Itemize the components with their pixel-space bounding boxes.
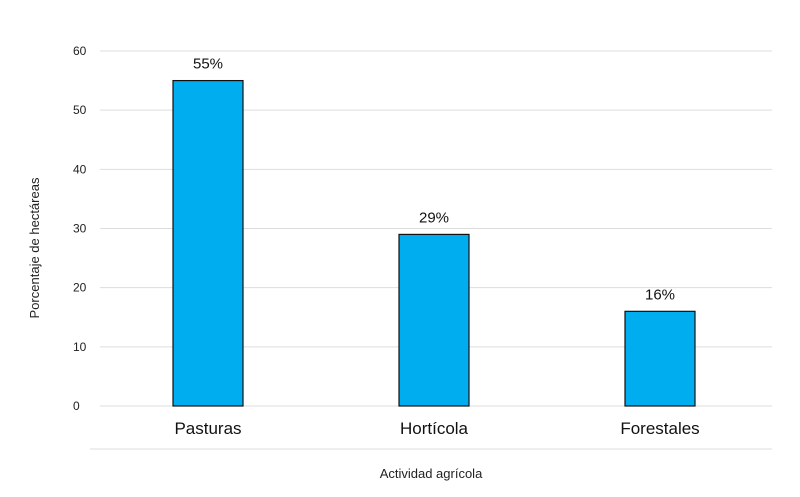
x-tick-label-horticola: Hortícola — [400, 419, 469, 438]
bar-horticola — [398, 233, 470, 407]
y-tick-label-60: 60 — [73, 44, 87, 58]
y-tick-label-0: 0 — [73, 399, 80, 413]
y-tick-label-40: 40 — [73, 162, 87, 176]
x-tick-label-forestales: Forestales — [620, 419, 699, 438]
y-axis-title: Porcentaje de hectáreas — [27, 177, 42, 318]
bar-pasturas — [172, 79, 244, 407]
data-label-horticola: 29% — [419, 209, 449, 226]
data-label-forestales: 16% — [645, 286, 675, 303]
x-tick-label-pasturas: Pasturas — [174, 419, 241, 438]
bar-forestales — [624, 310, 696, 407]
x-axis-title: Actividad agrícola — [380, 466, 483, 481]
y-tick-label-20: 20 — [73, 281, 87, 295]
data-label-pasturas: 55% — [193, 56, 223, 73]
y-tick-label-30: 30 — [73, 222, 87, 236]
bars — [172, 79, 696, 407]
x-tick-labels: Pasturas Hortícola Forestales — [174, 419, 699, 438]
data-labels: 55% 29% 16% — [193, 56, 675, 304]
y-tick-label-50: 50 — [73, 103, 87, 117]
y-tick-labels: 0 10 20 30 40 50 60 — [73, 44, 87, 413]
y-tick-label-10: 10 — [73, 340, 87, 354]
